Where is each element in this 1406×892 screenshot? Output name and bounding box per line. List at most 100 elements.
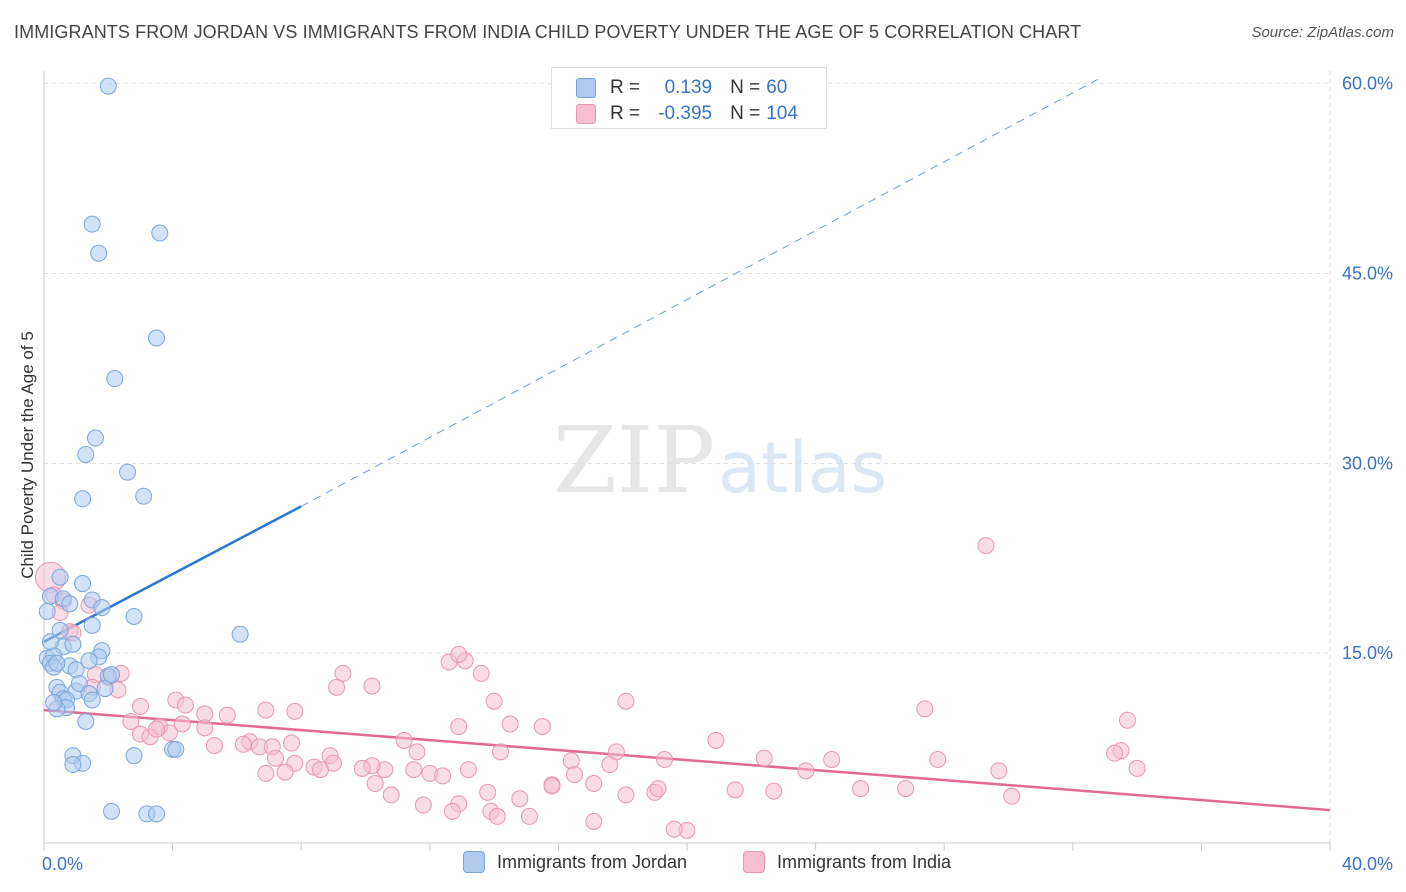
india-point-97 (585, 812, 603, 830)
jordan-point-5 (106, 370, 124, 388)
india-point-70 (797, 762, 815, 780)
legend-label-india: Immigrants from India (777, 851, 952, 872)
india-point-88 (585, 775, 603, 793)
india-point-84 (852, 780, 870, 798)
india-point-21 (916, 700, 934, 718)
jordan-point-12 (74, 575, 92, 593)
india-point-46 (283, 734, 301, 752)
jordan-point-59 (45, 694, 63, 712)
watermark: ZIP atlas (553, 407, 887, 514)
india-point-9 (334, 664, 352, 682)
jordan-point-52 (167, 740, 185, 758)
india-point-82 (726, 781, 744, 799)
india-point-48 (492, 743, 510, 761)
india-point-69 (565, 766, 583, 784)
india-point-74 (353, 759, 371, 777)
jordan-point-18 (125, 607, 143, 625)
chart-source: Source: ZipAtlas.com (1251, 24, 1394, 41)
india-point-15 (363, 677, 381, 695)
legend-item-india: Immigrants from India (743, 851, 951, 873)
x-tick-label-1: 40.0% (1342, 854, 1393, 874)
y-tick-label-1: 30.0% (1342, 453, 1393, 473)
india-point-92 (488, 807, 506, 825)
india-point-40 (234, 735, 252, 753)
x-tick-label-0: 0.0% (42, 854, 83, 874)
india-point-85 (897, 780, 915, 798)
jordan-point-9 (74, 490, 92, 508)
jordan-point-34 (103, 666, 121, 684)
india-point-71 (990, 762, 1008, 780)
india-point-79 (511, 790, 529, 808)
jordan-points (38, 77, 249, 823)
india-point-67 (276, 763, 294, 781)
jordan-point-10 (135, 487, 153, 505)
india-point-63 (459, 761, 477, 779)
jordan-point-38 (96, 680, 114, 698)
y-tick-label-2: 45.0% (1342, 263, 1393, 283)
india-point-99 (665, 820, 683, 838)
stats-swatch-india (576, 104, 596, 124)
india-point-72 (1128, 759, 1146, 777)
india-point-43 (205, 737, 223, 755)
jordan-point-20 (51, 621, 69, 639)
india-point-59 (405, 761, 423, 779)
jordan-point-58 (61, 595, 79, 613)
jordan-point-43 (83, 691, 101, 709)
jordan-point-32 (80, 652, 98, 670)
india-point-41 (395, 731, 413, 749)
india-point-95 (443, 802, 461, 820)
india-point-32 (450, 718, 468, 736)
india-point-16 (617, 692, 635, 710)
y-axis-label: Child Poverty Under the Age of 5 (18, 331, 37, 579)
jordan-point-49 (64, 756, 82, 774)
india-point-47 (408, 743, 426, 761)
stats-n-value-jordan: 60 (766, 77, 788, 98)
india-point-77 (366, 775, 384, 793)
india-point-23 (257, 701, 275, 719)
jordan-point-55 (148, 805, 166, 823)
india-point-51 (1106, 744, 1124, 762)
trend-line-india (43, 708, 1331, 812)
y-tick-label-3: 60.0% (1342, 74, 1393, 94)
jordan-point-19 (231, 625, 249, 643)
jordan-point-21 (83, 616, 101, 634)
trend-line-jordan-extended (300, 76, 1102, 507)
y-tick-label-0: 15.0% (1342, 643, 1393, 663)
jordan-point-16 (93, 599, 111, 617)
india-point-101 (977, 537, 995, 555)
jordan-point-57 (48, 654, 66, 672)
india-point-26 (218, 706, 236, 724)
jordan-point-3 (90, 244, 108, 262)
india-point-93 (520, 807, 538, 825)
india-point-55 (601, 756, 619, 774)
legend-item-jordan: Immigrants from Jordan (463, 851, 687, 873)
india-points (34, 537, 1146, 839)
india-point-54 (562, 752, 580, 770)
correlation-stats-box: R = 0.139 N = 60 R = -0.395 N = 104 (551, 67, 827, 129)
india-point-96 (414, 796, 432, 814)
jordan-point-8 (119, 463, 137, 481)
jordan-point-56 (41, 633, 59, 651)
india-point-14 (328, 678, 346, 696)
jordan-point-17 (38, 602, 56, 620)
watermark-atlas: atlas (718, 427, 887, 509)
stats-r-label-india: R = (610, 103, 641, 124)
india-point-57 (755, 749, 773, 767)
jordan-point-7 (77, 445, 95, 463)
india-point-29 (173, 715, 191, 733)
india-point-20 (176, 696, 194, 714)
legend-label-jordan: Immigrants from Jordan (497, 851, 688, 872)
stats-row-india: R = -0.395 N = 104 (576, 102, 798, 126)
jordan-point-46 (77, 713, 95, 731)
axes (43, 71, 1331, 851)
india-point-53 (266, 749, 284, 767)
stats-swatch-jordan (576, 78, 596, 98)
india-point-100 (929, 750, 947, 768)
india-point-31 (533, 718, 551, 736)
india-point-73 (311, 761, 329, 779)
india-point-81 (617, 786, 635, 804)
india-point-37 (148, 720, 166, 738)
stats-row-jordan: R = 0.139 N = 60 (576, 76, 787, 100)
india-point-17 (485, 692, 503, 710)
